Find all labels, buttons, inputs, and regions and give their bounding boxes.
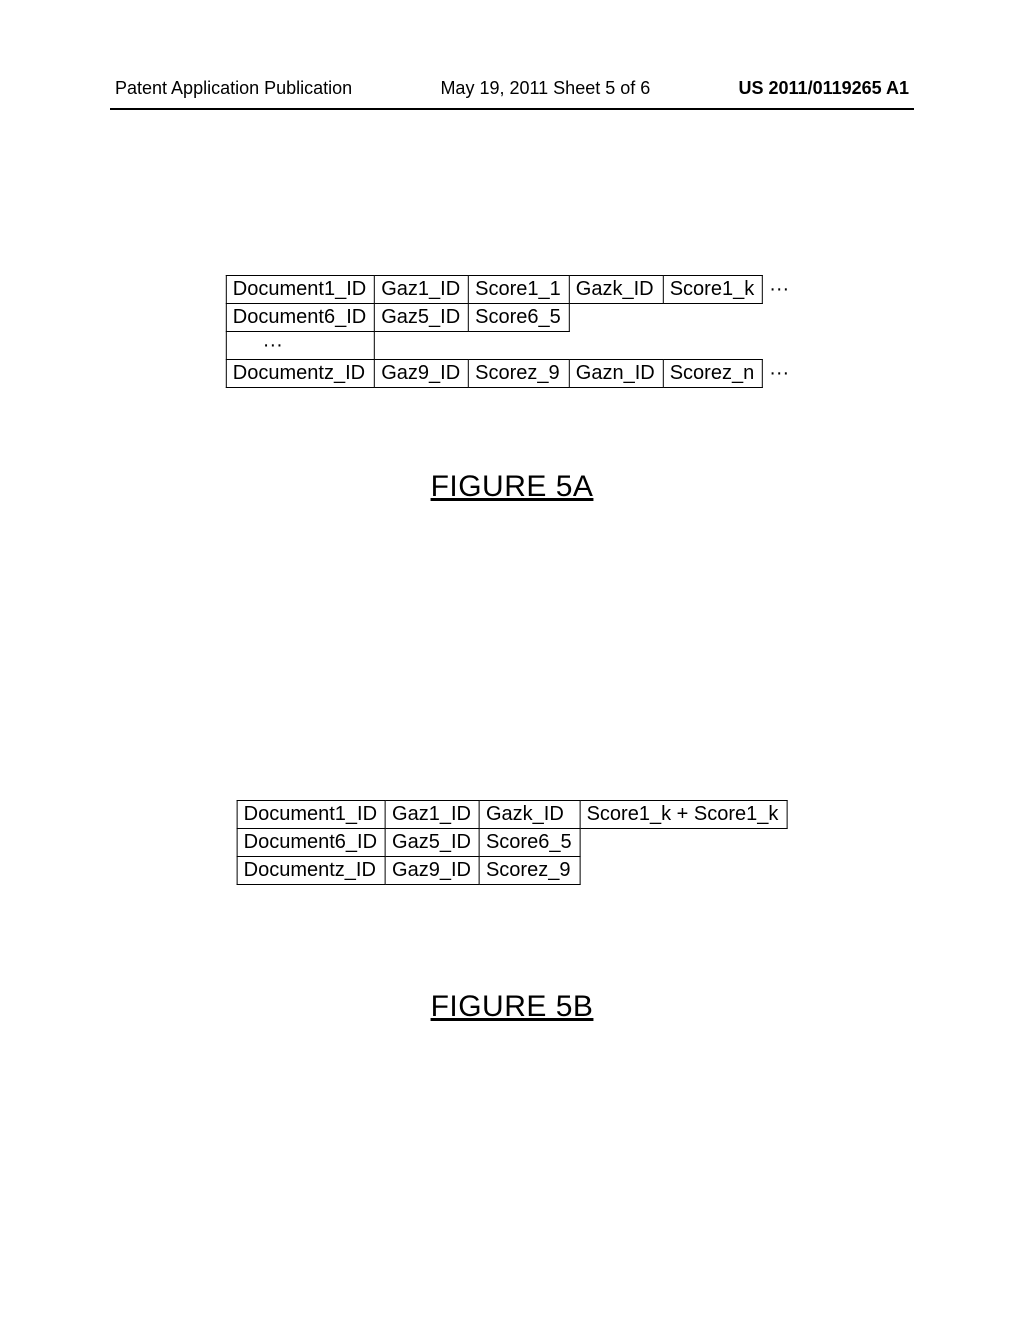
header-center: May 19, 2011 Sheet 5 of 6 [440,78,650,99]
empty-cell [569,304,663,332]
cell: Document1_ID [226,276,374,304]
cell: Gaz9_ID [375,360,469,388]
empty-cell [663,332,763,360]
table-row: Document1_ID Gaz1_ID Score1_1 Gazk_ID Sc… [226,276,797,304]
figure-5a-table-block: Document1_ID Gaz1_ID Score1_1 Gazk_ID Sc… [226,275,798,388]
empty-cell [375,332,469,360]
cell: Gazk_ID [479,801,580,829]
empty-cell [580,857,787,885]
page: Patent Application Publication May 19, 2… [0,0,1024,1320]
cell: Document6_ID [226,304,374,332]
cell: Scorez_n [663,360,763,388]
empty-cell [580,829,787,857]
cell: Scorez_9 [479,857,580,885]
cell: Scorez_9 [469,360,570,388]
figure-5a-caption: FIGURE 5A [431,470,594,504]
page-header: Patent Application Publication May 19, 2… [115,78,909,99]
cell: Gaz9_ID [386,857,480,885]
cell: Gazn_ID [569,360,663,388]
cell: Documentz_ID [226,360,374,388]
cell: Gazk_ID [569,276,663,304]
cell: Score1_k [663,276,763,304]
figure-5b-table: Document1_ID Gaz1_ID Gazk_ID Score1_k + … [237,800,788,885]
table-row: Document6_ID Gaz5_ID Score6_5 [226,304,797,332]
cell: Gaz1_ID [386,801,480,829]
cell: Document6_ID [237,829,385,857]
empty-cell [469,332,570,360]
cell: Gaz1_ID [375,276,469,304]
ellipsis-cell: ··· [763,360,798,388]
empty-cell [763,304,798,332]
cell: Documentz_ID [237,857,385,885]
cell: Score1_k + Score1_k [580,801,787,829]
cell: Gaz5_ID [375,304,469,332]
cell: Score6_5 [479,829,580,857]
table-row: Documentz_ID Gaz9_ID Scorez_9 [237,857,787,885]
header-right: US 2011/0119265 A1 [739,78,909,99]
figure-5b-caption: FIGURE 5B [431,990,594,1024]
header-left: Patent Application Publication [115,78,352,99]
table-row: Document6_ID Gaz5_ID Score6_5 [237,829,787,857]
cell: Document1_ID [237,801,385,829]
table-row: Documentz_ID Gaz9_ID Scorez_9 Gazn_ID Sc… [226,360,797,388]
empty-cell [569,332,663,360]
cell: Score6_5 [469,304,570,332]
ellipsis: ··· [233,334,283,356]
figure-5a-table: Document1_ID Gaz1_ID Score1_1 Gazk_ID Sc… [226,275,798,388]
empty-cell [663,304,763,332]
cell: Score1_1 [469,276,570,304]
table-row: ··· [226,332,797,360]
figure-5b-table-block: Document1_ID Gaz1_ID Gazk_ID Score1_k + … [237,800,788,885]
cell: ··· [226,332,374,360]
cell: Gaz5_ID [386,829,480,857]
header-divider [110,108,914,110]
table-row: Document1_ID Gaz1_ID Gazk_ID Score1_k + … [237,801,787,829]
empty-cell [763,332,798,360]
ellipsis-cell: ··· [763,276,798,304]
